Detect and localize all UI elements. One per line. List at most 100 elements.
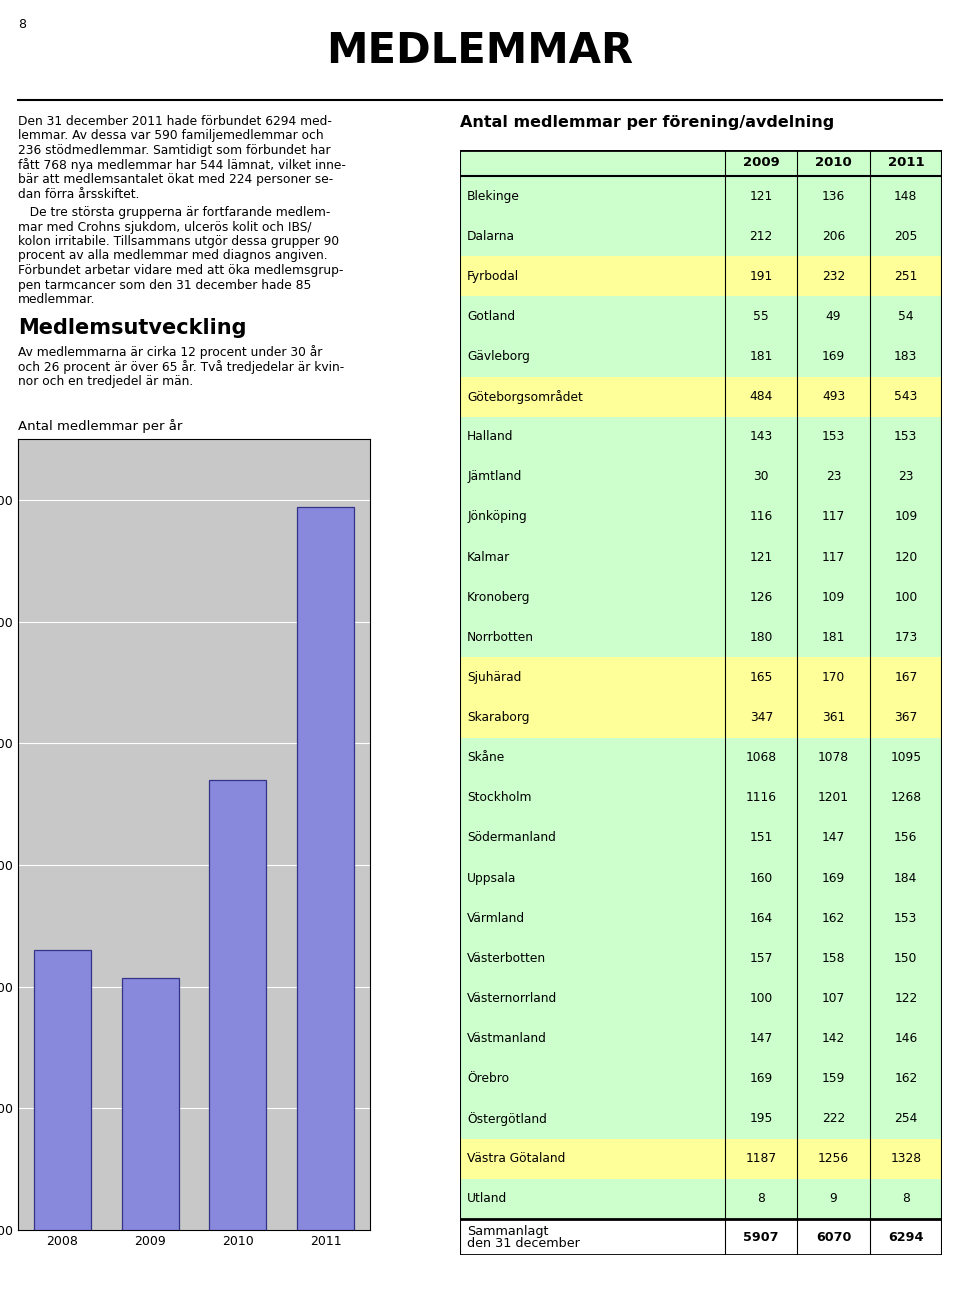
Text: 49: 49 <box>826 309 841 324</box>
Text: Jönköping: Jönköping <box>468 510 527 524</box>
Text: Antal medlemmar per förening/avdelning: Antal medlemmar per förening/avdelning <box>460 115 834 129</box>
Text: nor och en tredjedel är män.: nor och en tredjedel är män. <box>18 374 193 387</box>
Text: 184: 184 <box>894 872 918 885</box>
Text: 484: 484 <box>750 389 773 404</box>
Text: 162: 162 <box>894 1073 918 1086</box>
Bar <box>460 738 942 778</box>
Text: 181: 181 <box>750 349 773 364</box>
Text: 205: 205 <box>894 229 918 243</box>
Text: Kronoberg: Kronoberg <box>468 591 531 604</box>
Bar <box>460 617 942 657</box>
Bar <box>460 577 942 617</box>
Text: Gotland: Gotland <box>468 309 516 324</box>
Bar <box>460 457 942 497</box>
Text: Skåne: Skåne <box>468 752 505 765</box>
Text: 1116: 1116 <box>746 792 777 805</box>
Text: Förbundet arbetar vidare med att öka medlemsgrup-: Förbundet arbetar vidare med att öka med… <box>18 264 344 277</box>
Text: 153: 153 <box>894 430 918 444</box>
Text: 162: 162 <box>822 912 845 925</box>
Text: 126: 126 <box>750 591 773 604</box>
Bar <box>460 176 942 216</box>
Bar <box>460 1018 942 1058</box>
Text: Västra Götaland: Västra Götaland <box>468 1153 565 1166</box>
Text: Jämtland: Jämtland <box>468 470 521 484</box>
Text: Västerbotten: Västerbotten <box>468 952 546 965</box>
Text: 361: 361 <box>822 712 845 725</box>
Text: 1095: 1095 <box>890 752 922 765</box>
Text: MEDLEMMAR: MEDLEMMAR <box>326 30 634 72</box>
Text: Västernorrland: Västernorrland <box>468 992 558 1005</box>
Text: 195: 195 <box>750 1113 773 1126</box>
Text: Av medlemmarna är cirka 12 procent under 30 år: Av medlemmarna är cirka 12 procent under… <box>18 345 323 360</box>
Text: 100: 100 <box>894 591 918 604</box>
Text: 1201: 1201 <box>818 792 849 805</box>
Text: 120: 120 <box>894 550 918 564</box>
Text: 54: 54 <box>898 309 914 324</box>
Text: 121: 121 <box>750 550 773 564</box>
Bar <box>460 296 942 336</box>
Text: Uppsala: Uppsala <box>468 872 516 885</box>
Bar <box>209 780 266 1294</box>
Text: Medlemsutveckling: Medlemsutveckling <box>18 317 247 338</box>
Text: den 31 december: den 31 december <box>468 1237 580 1250</box>
Text: kolon irritabile. Tillsammans utgör dessa grupper 90: kolon irritabile. Tillsammans utgör dess… <box>18 236 339 248</box>
Text: 173: 173 <box>894 631 918 644</box>
Text: 30: 30 <box>754 470 769 484</box>
Text: Sjuhärad: Sjuhärad <box>468 672 521 685</box>
Text: Fyrbodal: Fyrbodal <box>468 269 519 283</box>
Text: 1068: 1068 <box>746 752 777 765</box>
Text: Halland: Halland <box>468 430 514 444</box>
Text: lemmar. Av dessa var 590 familjemedlemmar och: lemmar. Av dessa var 590 familjemedlemma… <box>18 129 324 142</box>
Text: Värmland: Värmland <box>468 912 525 925</box>
Text: 109: 109 <box>894 510 918 524</box>
Text: 6294: 6294 <box>888 1231 924 1244</box>
Text: Skaraborg: Skaraborg <box>468 712 530 725</box>
Text: 23: 23 <box>899 470 914 484</box>
Text: 100: 100 <box>750 992 773 1005</box>
Bar <box>460 858 942 898</box>
Text: 5907: 5907 <box>743 1231 779 1244</box>
Text: Gävleborg: Gävleborg <box>468 349 530 364</box>
Text: 170: 170 <box>822 672 845 685</box>
Bar <box>122 978 179 1294</box>
Bar <box>460 657 942 697</box>
Text: 109: 109 <box>822 591 845 604</box>
Text: 143: 143 <box>750 430 773 444</box>
Text: 151: 151 <box>750 832 773 845</box>
Text: 157: 157 <box>750 952 773 965</box>
Text: 146: 146 <box>894 1033 918 1046</box>
Bar <box>460 377 942 417</box>
Bar <box>460 818 942 858</box>
Text: 8: 8 <box>757 1193 765 1206</box>
Text: 148: 148 <box>894 189 918 203</box>
Text: 1078: 1078 <box>818 752 849 765</box>
Bar <box>460 336 942 377</box>
Text: Utland: Utland <box>468 1193 508 1206</box>
Text: 165: 165 <box>750 672 773 685</box>
Text: Antal medlemmar per år: Antal medlemmar per år <box>18 419 182 433</box>
Text: 122: 122 <box>894 992 918 1005</box>
Text: bär att medlemsantalet ökat med 224 personer se-: bär att medlemsantalet ökat med 224 pers… <box>18 173 333 186</box>
Text: 9: 9 <box>829 1193 837 1206</box>
Text: 147: 147 <box>822 832 845 845</box>
Text: Örebro: Örebro <box>468 1073 510 1086</box>
Text: 142: 142 <box>822 1033 845 1046</box>
Text: 236 stödmedlemmar. Samtidigt som förbundet har: 236 stödmedlemmar. Samtidigt som förbund… <box>18 144 330 157</box>
Text: 254: 254 <box>894 1113 918 1126</box>
Text: 493: 493 <box>822 389 845 404</box>
Text: 367: 367 <box>894 712 918 725</box>
Text: procent av alla medlemmar med diagnos angiven.: procent av alla medlemmar med diagnos an… <box>18 250 327 263</box>
Text: medlemmar.: medlemmar. <box>18 292 95 305</box>
Text: Göteborgsområdet: Göteborgsområdet <box>468 389 583 404</box>
Text: Den 31 december 2011 hade förbundet 6294 med-: Den 31 december 2011 hade förbundet 6294… <box>18 115 332 128</box>
Bar <box>460 697 942 738</box>
Text: Norrbotten: Norrbotten <box>468 631 534 644</box>
Text: 8: 8 <box>901 1193 910 1206</box>
Bar <box>460 1219 942 1255</box>
Text: 153: 153 <box>822 430 845 444</box>
Bar <box>460 898 942 938</box>
Text: 167: 167 <box>894 672 918 685</box>
Text: 160: 160 <box>750 872 773 885</box>
Text: 153: 153 <box>894 912 918 925</box>
Text: 543: 543 <box>894 389 918 404</box>
